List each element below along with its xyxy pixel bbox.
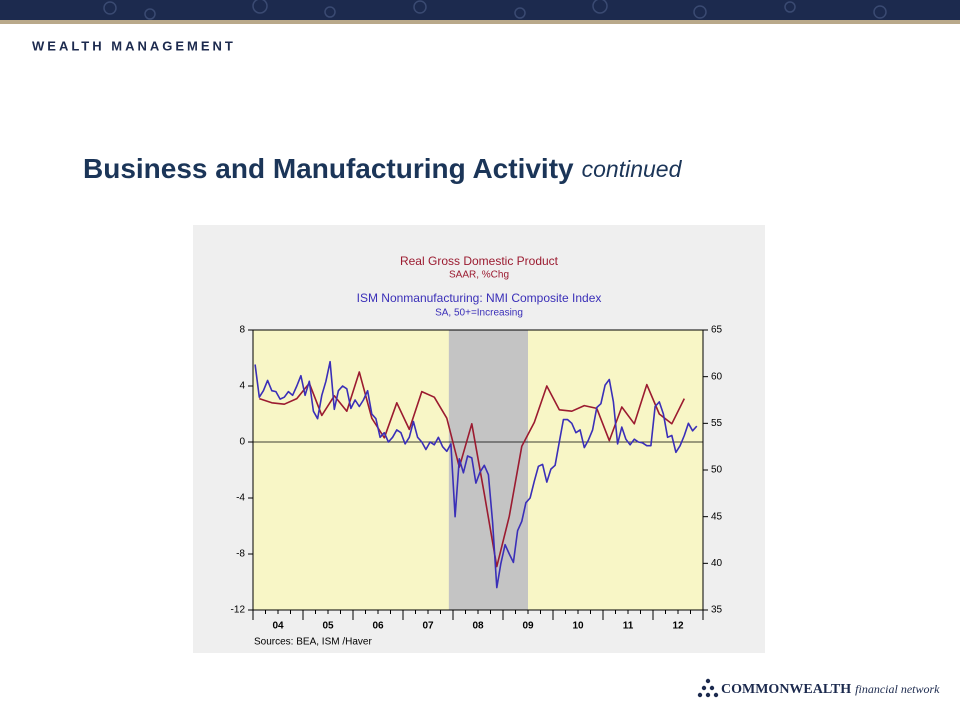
y-tick-label: 8 (239, 325, 245, 336)
y2-tick-label: 40 (711, 558, 723, 569)
x-tick-label: 05 (322, 621, 334, 632)
series-title: Real Gross Domestic Product (400, 254, 559, 268)
header-band (0, 0, 960, 20)
series-line (254, 360, 698, 589)
series-subtitle: SAAR, %Chg (449, 270, 509, 281)
source: Sources: BEA, ISM /Haver (254, 637, 372, 648)
x-tick-label: 10 (572, 621, 584, 632)
logo-suffix: financial network (855, 682, 940, 696)
slide-title-main: Business and Manufacturing Activity (83, 153, 574, 184)
series-line (259, 371, 686, 568)
x-tick-label: 11 (623, 621, 634, 632)
logo: COMMONWEALTH financial network (697, 678, 940, 698)
x-tick-label: 08 (472, 621, 484, 632)
header-pattern (103, 0, 887, 20)
series-title: ISM Nonmanufacturing: NMI Composite Inde… (357, 291, 602, 305)
logo-mark (697, 678, 719, 698)
y2-tick-label: 50 (711, 465, 723, 476)
y2-tick-label: 45 (711, 511, 723, 522)
y-tick-label: 4 (239, 381, 245, 392)
series-subtitle: SA, 50+=Increasing (435, 308, 523, 319)
y2-tick-label: 60 (711, 371, 723, 382)
shade (448, 330, 528, 610)
header-rule (0, 20, 960, 24)
y2-tick-label: 65 (711, 325, 723, 336)
y-tick-label: 0 (239, 437, 245, 448)
x-tick-label: 12 (672, 621, 684, 632)
logo-text: COMMONWEALTH financial network (721, 682, 940, 697)
slide-title-suffix: continued (582, 156, 683, 182)
y-tick-label: -8 (236, 549, 245, 560)
logo-name: COMMONWEALTH (721, 682, 851, 697)
y2-tick-label: 55 (711, 418, 723, 429)
x-tick-label: 09 (522, 621, 534, 632)
x-tick-label: 07 (422, 621, 434, 632)
x-tick-label: 04 (272, 621, 284, 632)
slide-title: Business and Manufacturing Activity conti… (83, 153, 683, 184)
brand: WEALTH MANAGEMENT (32, 38, 236, 53)
x-tick-label: 06 (372, 621, 384, 632)
y-tick-label: -4 (236, 493, 245, 504)
y-tick-label: -12 (231, 605, 246, 616)
y2-tick-label: 35 (711, 605, 723, 616)
chart: Real Gross Domestic Product SAAR, %Chg ISM… (231, 254, 723, 647)
